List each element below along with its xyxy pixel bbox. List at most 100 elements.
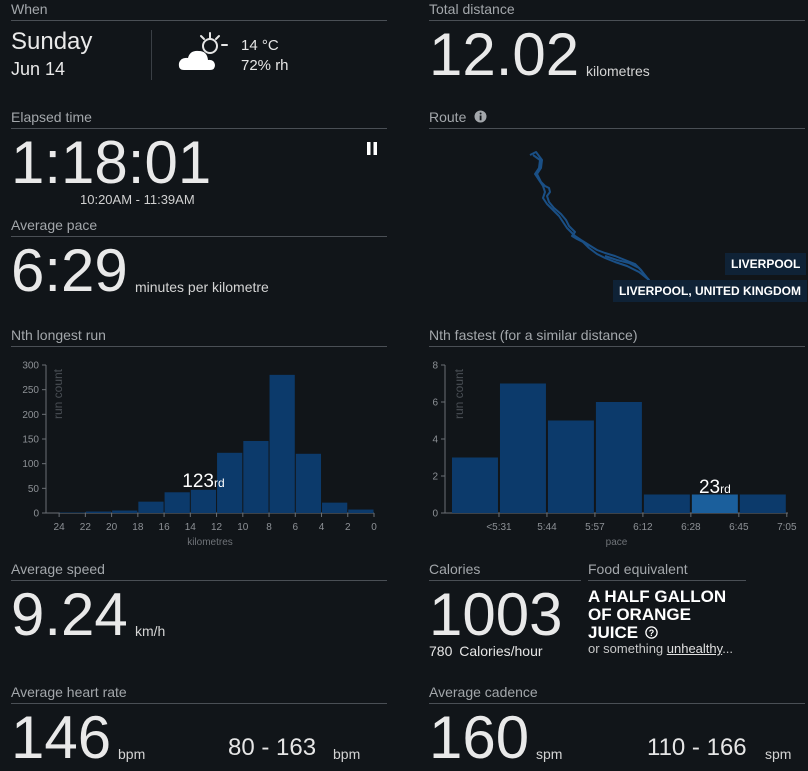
map-tag-country: LIVERPOOL, UNITED KINGDOM: [613, 280, 807, 302]
speed-label: Average speed: [11, 561, 105, 578]
elapsed-range: 10:20AM - 11:39AM: [80, 192, 195, 207]
histogram-bar: [86, 512, 111, 513]
y-tick-label: 300: [22, 361, 39, 372]
distance-label: Total distance: [429, 1, 515, 18]
y-tick-label: 150: [22, 435, 39, 446]
fastest-rule: [429, 346, 805, 347]
calories-value: 1003: [429, 582, 562, 648]
rank-label: 23rd: [699, 477, 731, 498]
pace-label: Average pace: [11, 217, 97, 234]
food-note-prefix: or something: [588, 641, 667, 656]
x-tick-label: 6: [292, 522, 298, 533]
x-tick-label: 20: [106, 522, 118, 533]
histogram-bar: [548, 421, 594, 514]
info-icon[interactable]: [474, 110, 487, 123]
cadence-unit: spm: [536, 746, 562, 762]
x-axis-label: pace: [606, 537, 628, 548]
histogram-bar: [644, 495, 690, 514]
y-tick-label: 250: [22, 385, 39, 396]
x-tick-label: 14: [185, 522, 197, 533]
date: Jun 14: [11, 59, 65, 80]
histogram-bar: [740, 495, 786, 514]
x-tick-label: 8: [266, 522, 272, 533]
y-tick-label: 50: [28, 484, 40, 495]
histogram-bar: [296, 454, 321, 513]
x-tick-label: 7:05: [777, 522, 797, 533]
y-tick-label: 4: [432, 435, 438, 446]
food-note: or something unhealthy...: [588, 641, 733, 656]
food-line-1: A HALF GALLON: [588, 588, 726, 606]
rank-suffix: rd: [720, 482, 731, 496]
fastest-label: Nth fastest (for a similar distance): [429, 327, 638, 344]
route-label: Route: [429, 109, 466, 126]
x-tick-label: 4: [319, 522, 325, 533]
histogram-bar: [348, 510, 373, 513]
route-line: [530, 152, 649, 280]
x-tick-label: 0: [371, 522, 377, 533]
food-rule: [588, 580, 746, 581]
heart-range-unit: bpm: [333, 746, 360, 762]
x-tick-label: 10: [237, 522, 249, 533]
cadence-label: Average cadence: [429, 684, 538, 701]
x-tick-label: 5:44: [537, 522, 557, 533]
heart-value: 146: [11, 705, 111, 771]
heart-range: 80 - 163: [228, 734, 316, 762]
histogram-bar: [322, 503, 347, 513]
x-tick-label: <5:31: [486, 522, 512, 533]
pause-icon[interactable]: [366, 142, 378, 155]
food-line-2: OF ORANGE: [588, 606, 726, 624]
when-divider: [151, 30, 152, 80]
y-axis-label: run count: [452, 368, 466, 419]
food-equivalent: A HALF GALLON OF ORANGE JUICE ?: [588, 588, 726, 643]
calories-rate-unit: Calories/hour: [459, 643, 542, 659]
histogram-bar: [243, 441, 268, 513]
x-tick-label: 2: [345, 522, 351, 533]
elapsed-value: 1:18:01: [11, 130, 211, 196]
histogram-bar: [452, 458, 498, 514]
svg-text:?: ?: [649, 628, 655, 638]
when-label: When: [11, 1, 48, 18]
y-tick-label: 0: [432, 509, 438, 520]
humidity: 72% rh: [241, 57, 289, 74]
y-tick-label: 0: [33, 509, 39, 520]
cadence-range: 110 - 166: [647, 734, 747, 762]
speed-value: 9.24: [11, 582, 128, 648]
heart-unit: bpm: [118, 746, 145, 762]
calories-rate-num: 780: [429, 643, 452, 659]
food-note-suffix: ...: [722, 641, 733, 656]
x-axis-label: kilometres: [187, 537, 233, 548]
elapsed-label: Elapsed time: [11, 109, 92, 126]
day-of-week: Sunday: [11, 28, 92, 56]
x-tick-label: 18: [132, 522, 144, 533]
pace-unit: minutes per kilometre: [135, 279, 269, 295]
when-rule: [11, 20, 387, 21]
pace-value: 6:29: [11, 238, 128, 304]
distance-value: 12.02: [429, 22, 579, 88]
x-tick-label: 16: [159, 522, 171, 533]
calories-label: Calories: [429, 561, 480, 578]
y-tick-label: 100: [22, 459, 39, 470]
rank-number: 23: [699, 477, 720, 498]
x-tick-label: 5:57: [585, 522, 605, 533]
x-tick-label: 22: [80, 522, 92, 533]
histogram-bar: [165, 492, 190, 513]
y-tick-label: 8: [432, 361, 438, 372]
route-rule: [429, 128, 805, 129]
histogram-bar: [191, 490, 216, 513]
heart-label: Average heart rate: [11, 684, 127, 701]
histogram-bar: [112, 511, 137, 513]
histogram-bar: [138, 502, 163, 513]
rank-number: 123: [182, 471, 214, 492]
rank-suffix: rd: [214, 476, 225, 490]
y-tick-label: 200: [22, 410, 39, 421]
cadence-range-unit: spm: [765, 746, 791, 762]
map-tag-city: LIVERPOOL: [725, 253, 806, 275]
histogram-bar: [500, 384, 546, 514]
cadence-value: 160: [429, 705, 529, 771]
y-tick-label: 6: [432, 398, 438, 409]
histogram-bar: [596, 402, 642, 513]
unhealthy-link[interactable]: unhealthy: [667, 641, 722, 656]
x-tick-label: 6:28: [681, 522, 701, 533]
